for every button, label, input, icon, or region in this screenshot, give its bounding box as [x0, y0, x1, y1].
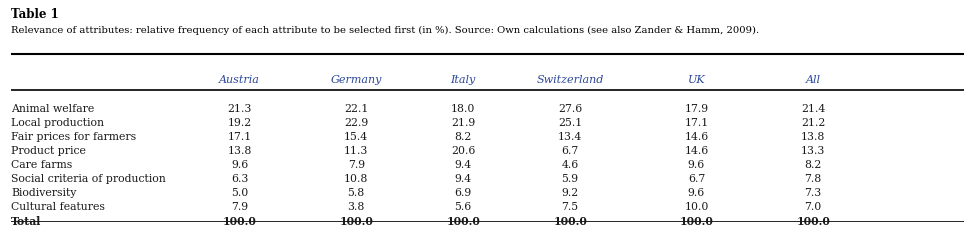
Text: Table 1: Table 1 [11, 8, 58, 21]
Text: Local production: Local production [11, 118, 104, 128]
Text: 5.6: 5.6 [454, 201, 472, 211]
Text: 9.6: 9.6 [688, 188, 705, 197]
Text: 17.9: 17.9 [684, 104, 709, 114]
Text: 15.4: 15.4 [344, 132, 369, 142]
Text: Social criteria of production: Social criteria of production [11, 174, 166, 183]
Text: Switzerland: Switzerland [536, 74, 604, 84]
Text: 9.4: 9.4 [454, 160, 472, 170]
Text: UK: UK [687, 74, 705, 84]
Text: Relevance of attributes: relative frequency of each attribute to be selected fir: Relevance of attributes: relative freque… [11, 26, 760, 35]
Text: 9.6: 9.6 [231, 160, 249, 170]
Text: 21.3: 21.3 [227, 104, 252, 114]
Text: Cultural features: Cultural features [11, 201, 105, 211]
Text: 13.3: 13.3 [800, 146, 825, 156]
Text: 100.0: 100.0 [339, 215, 373, 226]
Text: 5.8: 5.8 [348, 188, 365, 197]
Text: 7.9: 7.9 [348, 160, 365, 170]
Text: 4.6: 4.6 [562, 160, 579, 170]
Text: 14.6: 14.6 [684, 146, 709, 156]
Text: 100.0: 100.0 [797, 215, 830, 226]
Text: 6.7: 6.7 [688, 174, 705, 183]
Text: 7.5: 7.5 [562, 201, 579, 211]
Text: 10.8: 10.8 [344, 174, 369, 183]
Text: 100.0: 100.0 [680, 215, 714, 226]
Text: 19.2: 19.2 [227, 118, 252, 128]
Text: 6.7: 6.7 [562, 146, 579, 156]
Text: 14.6: 14.6 [684, 132, 709, 142]
Text: Total: Total [11, 215, 42, 226]
Text: 13.8: 13.8 [800, 132, 825, 142]
Text: 7.0: 7.0 [804, 201, 822, 211]
Text: 6.9: 6.9 [454, 188, 472, 197]
Text: 8.2: 8.2 [804, 160, 822, 170]
Text: Italy: Italy [450, 74, 476, 84]
Text: Biodiversity: Biodiversity [11, 188, 76, 197]
Text: Germany: Germany [331, 74, 382, 84]
Text: 18.0: 18.0 [451, 104, 476, 114]
Text: 100.0: 100.0 [222, 215, 256, 226]
Text: 11.3: 11.3 [344, 146, 369, 156]
Text: 100.0: 100.0 [447, 215, 480, 226]
Text: 7.9: 7.9 [231, 201, 248, 211]
Text: 9.2: 9.2 [562, 188, 579, 197]
Text: 20.6: 20.6 [451, 146, 476, 156]
Text: 100.0: 100.0 [553, 215, 587, 226]
Text: 5.0: 5.0 [231, 188, 249, 197]
Text: 22.1: 22.1 [344, 104, 369, 114]
Text: 25.1: 25.1 [558, 118, 582, 128]
Text: All: All [805, 74, 821, 84]
Text: 9.6: 9.6 [688, 160, 705, 170]
Text: 17.1: 17.1 [227, 132, 252, 142]
Text: 6.3: 6.3 [231, 174, 249, 183]
Text: 10.0: 10.0 [684, 201, 709, 211]
Text: Fair prices for farmers: Fair prices for farmers [11, 132, 136, 142]
Text: 8.2: 8.2 [454, 132, 472, 142]
Text: 9.4: 9.4 [454, 174, 472, 183]
Text: 22.9: 22.9 [344, 118, 369, 128]
Text: 17.1: 17.1 [684, 118, 709, 128]
Text: 7.8: 7.8 [804, 174, 822, 183]
Text: Care farms: Care farms [11, 160, 72, 170]
Text: Animal welfare: Animal welfare [11, 104, 95, 114]
Text: 3.8: 3.8 [347, 201, 365, 211]
Text: Austria: Austria [219, 74, 260, 84]
Text: 13.4: 13.4 [558, 132, 582, 142]
Text: 5.9: 5.9 [562, 174, 579, 183]
Text: 27.6: 27.6 [558, 104, 582, 114]
Text: 21.2: 21.2 [800, 118, 825, 128]
Text: 7.3: 7.3 [804, 188, 822, 197]
Text: Product price: Product price [11, 146, 86, 156]
Text: 13.8: 13.8 [227, 146, 252, 156]
Text: 21.4: 21.4 [801, 104, 825, 114]
Text: 21.9: 21.9 [451, 118, 475, 128]
